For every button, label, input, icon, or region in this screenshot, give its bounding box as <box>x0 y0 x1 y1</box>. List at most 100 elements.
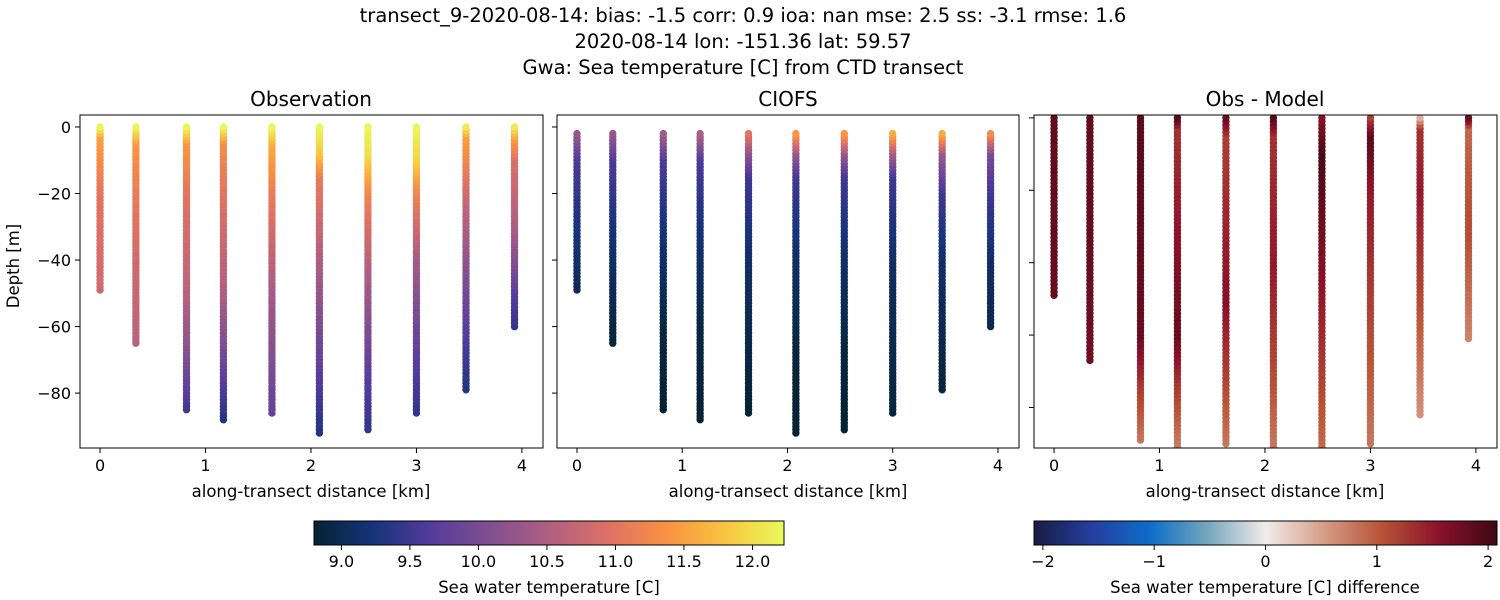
axes-frame <box>1033 114 1498 449</box>
colorbar-tick-label: 10.0 <box>461 552 497 571</box>
data-points <box>1050 115 1473 472</box>
data-point <box>1416 115 1424 122</box>
colorbar-gradient <box>313 520 785 546</box>
data-points <box>96 123 519 437</box>
data-point <box>1318 115 1326 122</box>
data-point <box>986 129 995 138</box>
data-point <box>412 123 421 131</box>
data-point <box>1366 115 1375 122</box>
data-point <box>315 123 324 131</box>
data-point <box>744 129 753 138</box>
ciofs-panel: CIOFS along-transect distance [km] 0 1 2 3 4 <box>552 87 1020 501</box>
data-point <box>840 129 849 138</box>
station-profile <box>219 123 228 424</box>
data-point <box>1173 115 1182 122</box>
station-profile <box>510 123 519 331</box>
data-point <box>1222 115 1230 122</box>
panel-title-obs-model: Obs - Model <box>1206 87 1325 111</box>
data-point <box>1270 458 1277 465</box>
data-point <box>659 129 667 138</box>
data-point <box>1318 451 1325 458</box>
y-tick-label: −20 <box>37 185 71 204</box>
data-point <box>510 123 519 131</box>
station-profile <box>1222 115 1230 448</box>
y-tick-label: −80 <box>37 384 71 403</box>
y-axis-label: Depth [m] <box>4 224 23 308</box>
station-profile <box>889 129 897 417</box>
station-profile <box>696 129 704 424</box>
data-point <box>1318 454 1325 461</box>
x-axis-label: along-transect distance [km] <box>1146 482 1385 501</box>
data-point <box>1318 462 1325 469</box>
station-profile <box>938 129 946 394</box>
data-point <box>1050 115 1058 122</box>
y-tick-label: −40 <box>37 251 71 270</box>
x-axis-label: along-transect distance [km] <box>192 482 431 501</box>
data-point <box>1270 454 1277 461</box>
data-point <box>1270 465 1277 472</box>
station-profile <box>462 123 470 394</box>
colorbar-tick-label: 9.0 <box>329 552 354 571</box>
station-profile <box>792 129 800 437</box>
station-profile <box>1366 115 1375 448</box>
observation-panel: Observation along-transect distance [km]… <box>4 87 544 501</box>
difference-colorbar: Sea water temperature [C] difference −2 −… <box>1031 520 1498 597</box>
y-tick-label: 0 <box>61 118 71 137</box>
data-point <box>364 123 372 131</box>
y-tick-label: −60 <box>37 318 71 337</box>
station-profile <box>986 129 995 331</box>
data-point <box>1270 451 1277 458</box>
station-profile <box>1086 115 1094 365</box>
temperature-colorbar: Sea water temperature [C] 9.0 9.5 10.0 10.5… <box>313 520 785 597</box>
station-profile <box>1464 115 1473 343</box>
station-profile <box>268 123 276 417</box>
colorbar-tick-label: 11.0 <box>598 552 634 571</box>
data-point <box>1136 115 1145 122</box>
data-point <box>182 123 191 131</box>
station-profile <box>1173 115 1182 448</box>
x-tick-label: 1 <box>200 456 210 475</box>
data-point <box>132 123 140 131</box>
x-tick-label: 4 <box>993 456 1003 475</box>
data-point <box>1318 458 1325 465</box>
colorbar-tick-label: −2 <box>1031 552 1055 571</box>
station-profile <box>840 129 849 434</box>
x-axis-label: along-transect distance [km] <box>669 482 908 501</box>
data-point <box>938 129 946 138</box>
colorbar-label: Sea water temperature [C] difference <box>1110 578 1420 597</box>
x-tick-label: 1 <box>1154 456 1164 475</box>
station-profile <box>659 129 667 414</box>
x-tick-label: 1 <box>677 456 687 475</box>
data-point <box>792 129 800 138</box>
figure-title-line3: Gwa: Sea temperature [C] from CTD transe… <box>523 56 964 79</box>
panel-title-observation: Observation <box>250 87 372 111</box>
x-tick-label: 2 <box>306 456 316 475</box>
colorbar-tick-label: 2 <box>1483 552 1493 571</box>
station-profile <box>1050 115 1058 299</box>
x-tick-label: 4 <box>517 456 527 475</box>
colorbar-tick-label: 1 <box>1372 552 1382 571</box>
figure-title-line1: transect_9-2020-08-14: bias: -1.5 corr: … <box>360 4 1127 27</box>
x-tick-label: 2 <box>1260 456 1270 475</box>
station-profile <box>96 123 104 294</box>
station-profile <box>315 123 324 437</box>
figure-title-line2: 2020-08-14 lon: -151.36 lat: 59.57 <box>574 30 911 53</box>
station-profile <box>573 129 581 294</box>
colorbar-tick-label: 0 <box>1260 552 1270 571</box>
data-point <box>268 123 276 131</box>
colorbar-label: Sea water temperature [C] <box>438 578 660 597</box>
axes-frame <box>79 114 544 449</box>
data-point <box>573 129 581 138</box>
data-point <box>1270 462 1277 469</box>
station-profile <box>132 123 140 347</box>
station-profile <box>744 129 753 417</box>
station-profile <box>1318 115 1326 469</box>
colorbar-gradient <box>1033 520 1498 546</box>
data-point <box>462 123 470 131</box>
data-point <box>889 129 897 138</box>
colorbar-tick-label: 9.5 <box>397 552 422 571</box>
x-tick-label: 0 <box>95 456 105 475</box>
data-point <box>1086 115 1094 122</box>
difference-panel: Obs - Model along-transect distance [km]… <box>1029 87 1498 501</box>
x-tick-label: 2 <box>782 456 792 475</box>
